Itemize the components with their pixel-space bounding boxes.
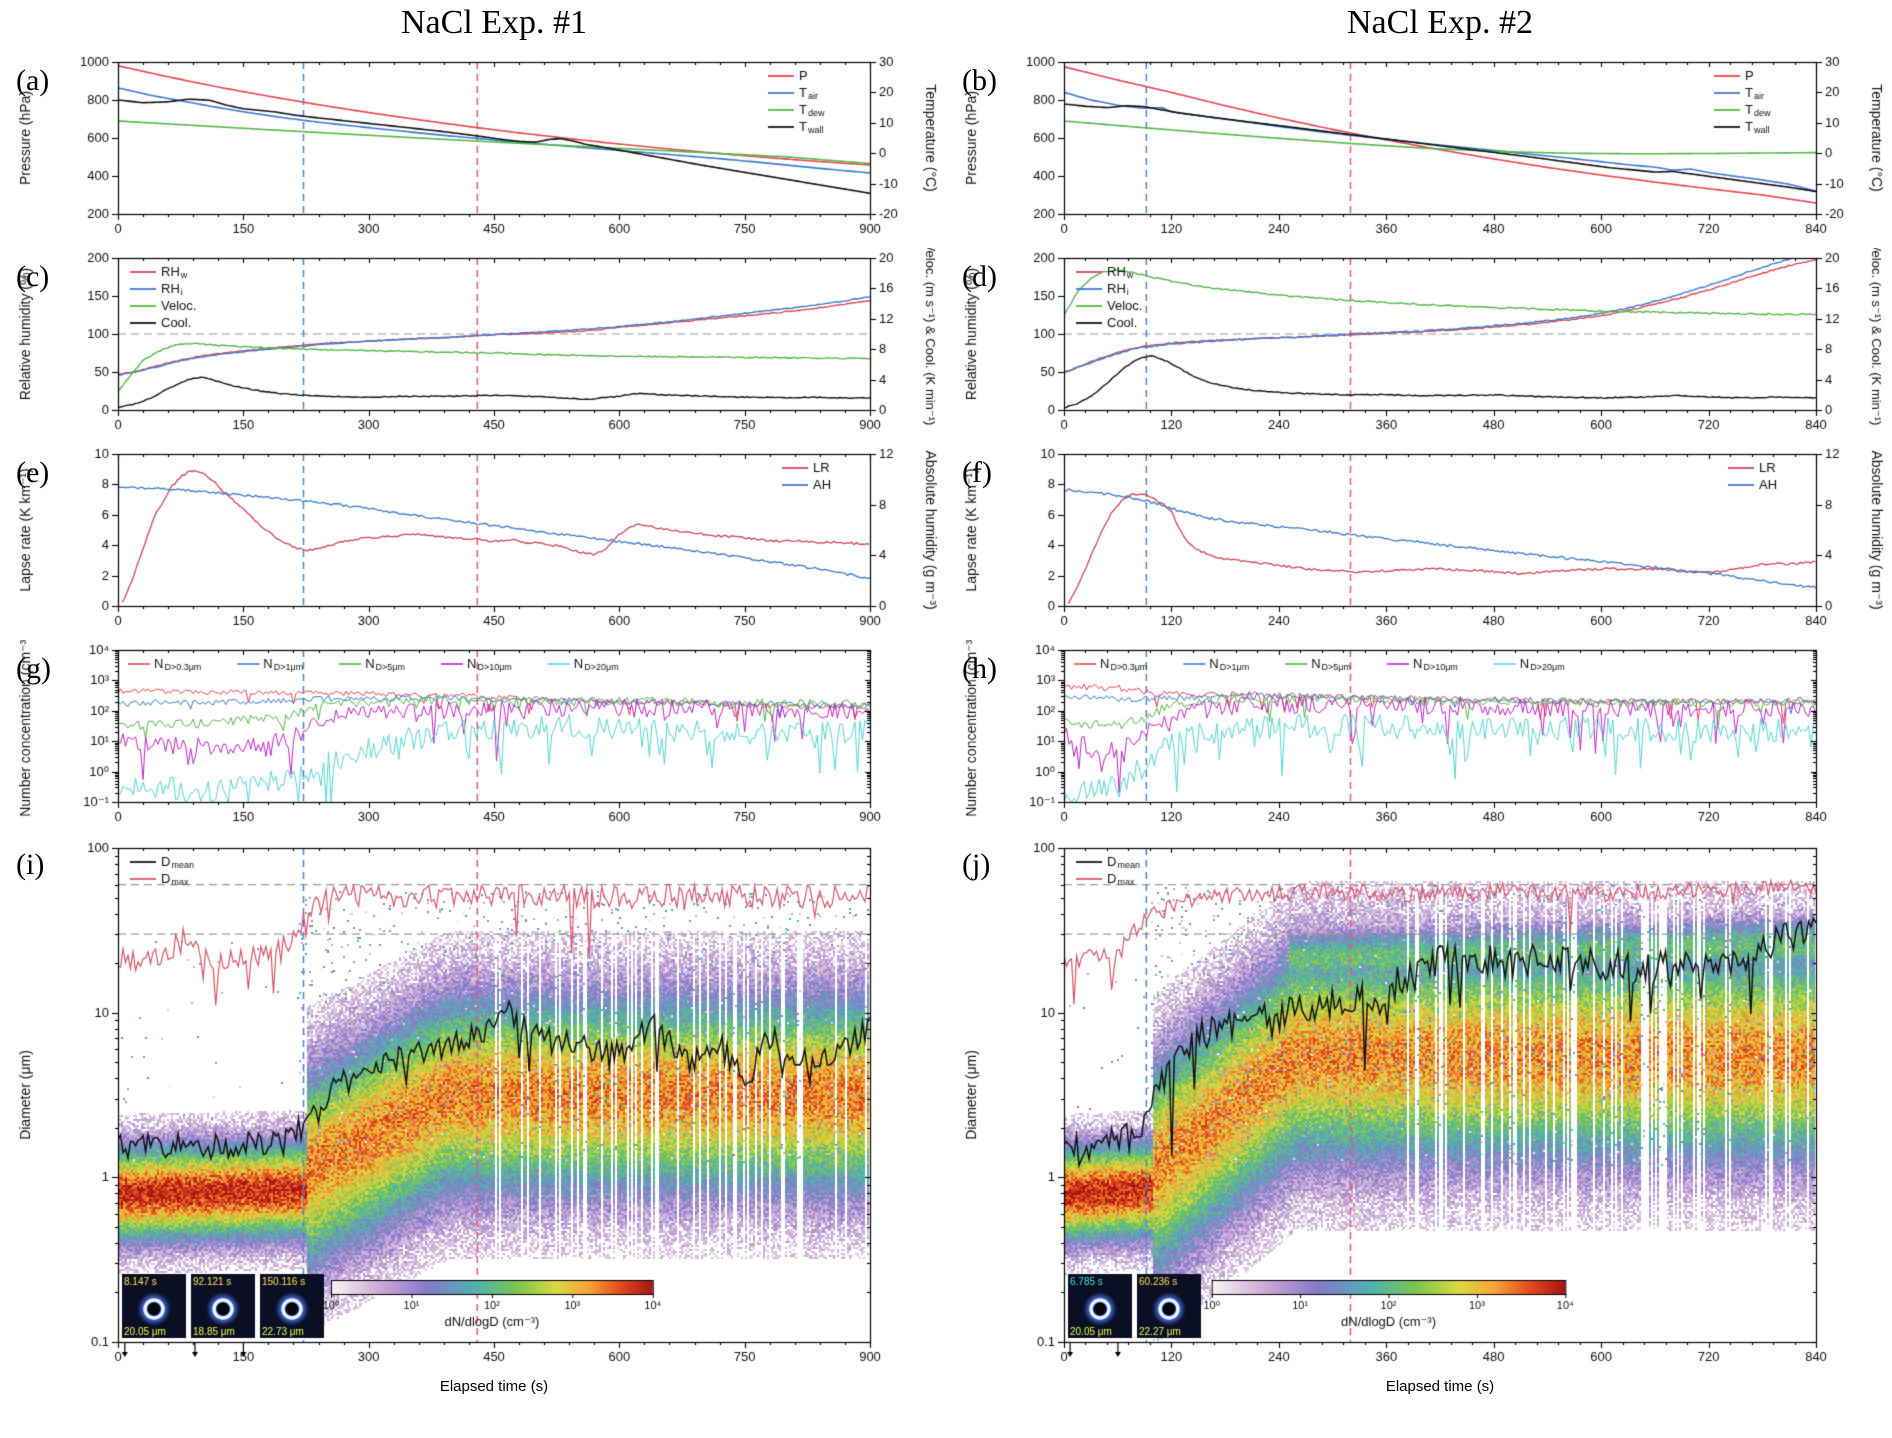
panel-j-canvas [946,836,1892,1438]
panel-label-c: (c) [16,260,50,293]
panel-label-i: (i) [16,848,45,881]
panel-label-d: (d) [962,260,997,293]
panel-label-f: (f) [962,456,992,489]
panel-e-canvas [0,444,946,640]
panel-label-a: (a) [16,64,50,97]
panel-label-h: (h) [962,652,997,685]
panel-label-e: (e) [16,456,50,489]
column-title-exp1: NaCl Exp. #1 [400,4,588,41]
panel-label-g: (g) [16,652,51,685]
panel-b-canvas [946,52,1892,248]
panel-g-canvas [0,640,946,836]
x-axis-title-left: Elapsed time (s) [439,1378,549,1395]
panel-a-canvas [0,52,946,248]
panel-h-canvas [946,640,1892,836]
x-axis-title-right: Elapsed time (s) [1385,1378,1495,1395]
panel-label-b: (b) [962,64,997,97]
panel-i-canvas [0,836,946,1438]
panel-f-canvas [946,444,1892,640]
panel-d-canvas [946,248,1892,444]
column-title-exp2: NaCl Exp. #2 [1346,4,1534,41]
panel-label-j: (j) [962,848,991,881]
panel-c-canvas [0,248,946,444]
